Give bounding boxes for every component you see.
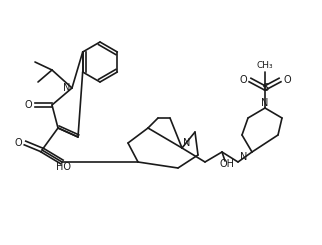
Text: OH: OH xyxy=(220,159,234,169)
Text: O: O xyxy=(239,75,247,85)
Text: O: O xyxy=(283,75,291,85)
Text: N: N xyxy=(63,83,71,93)
Text: S: S xyxy=(262,83,268,93)
Text: O: O xyxy=(14,138,22,148)
Text: N: N xyxy=(261,98,269,108)
Text: CH₃: CH₃ xyxy=(257,61,273,70)
Text: HO: HO xyxy=(56,162,71,172)
Text: O: O xyxy=(24,100,32,110)
Text: N: N xyxy=(183,138,191,148)
Text: N: N xyxy=(240,152,248,162)
